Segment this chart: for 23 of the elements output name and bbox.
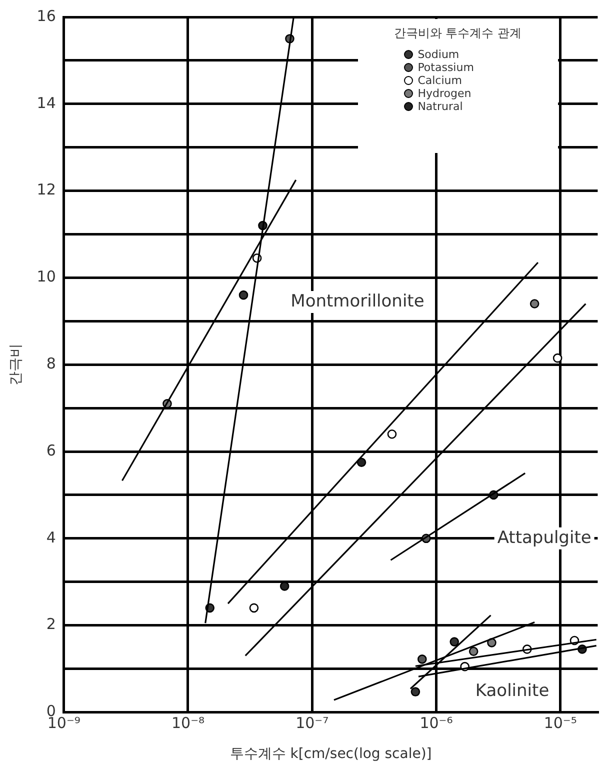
x-tick-label: 10⁻⁶ — [420, 714, 453, 732]
legend-label: Potassium — [418, 61, 474, 74]
legend-label: Hydrogen — [418, 87, 472, 100]
y-tick-label: 10 — [36, 268, 56, 286]
x-tick-label: 10⁻⁵ — [544, 714, 577, 732]
y-tick-label: 6 — [46, 441, 56, 460]
legend-label: Calcium — [418, 74, 462, 87]
y-axis-title: 간극비 — [8, 344, 24, 386]
x-tick-label: 10⁻⁸ — [171, 714, 205, 732]
legend-label: Natrural — [418, 100, 463, 113]
x-axis-title: 투수계수 k[cm/sec(log scale)] — [230, 746, 432, 762]
annotation: Kaolinite — [475, 680, 550, 701]
y-tick-label: 14 — [36, 94, 56, 112]
y-tick-label: 2 — [46, 615, 56, 634]
y-tick-label: 4 — [46, 528, 56, 546]
annotation: Attapulgite — [497, 528, 592, 548]
y-tick-label: 16 — [36, 6, 56, 25]
y-tick-label: 8 — [46, 354, 56, 372]
legend-label: Sodium — [418, 48, 460, 61]
annotation: Montmorillonite — [290, 291, 424, 312]
legend-title: 간극비와 투수계수 관계 — [392, 25, 522, 42]
y-tick-label: 12 — [36, 180, 56, 199]
x-tick-label: 10⁻⁷ — [296, 714, 329, 732]
